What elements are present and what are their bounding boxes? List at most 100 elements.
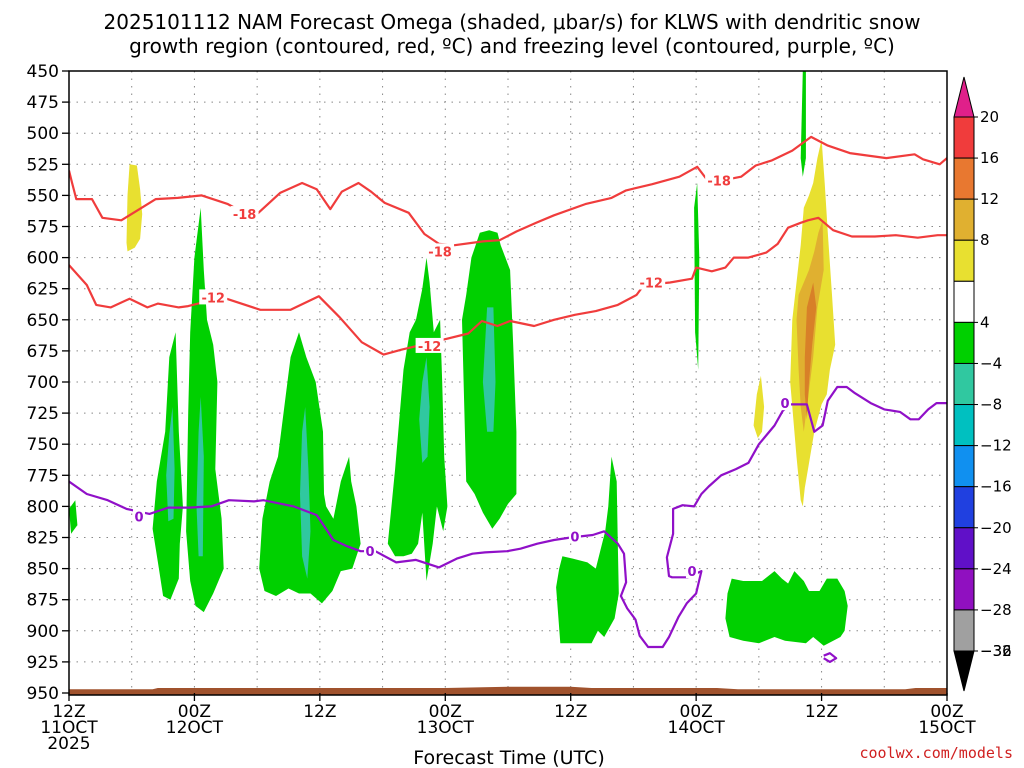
x-tick-label: 00Z: [429, 702, 462, 722]
omega-region-ascent-c: [259, 332, 361, 604]
contour-label-bg: [705, 172, 734, 188]
contour-freezing-0-small: [823, 652, 838, 664]
x-axis-label: Forecast Time (UTC): [413, 747, 604, 768]
chart-title-line1: 2025101112 NAM Forecast Omega (shaded, μ…: [104, 10, 921, 34]
x-tick-label: 11OCT: [40, 718, 98, 738]
contour-freezing-0: [69, 385, 947, 649]
contour-labels: -18 -18 -18 -12 -12 -12 0 0 0 0 0: [133, 172, 791, 580]
omega-region-ascent-d-core: [419, 357, 430, 463]
y-tick-label: 800: [27, 497, 59, 517]
colorbar-bin: [953, 404, 975, 447]
x-tick-label: 00Z: [178, 702, 211, 722]
colorbar-bin: [953, 321, 975, 364]
y-tick-label: 650: [27, 311, 59, 331]
colorbar-label: 4: [980, 313, 990, 331]
omega-region-ascent-early: [69, 500, 78, 534]
x-tick-label: 12Z: [303, 702, 336, 722]
x-tick-label: 12Z: [805, 702, 838, 722]
y-tick-label: 850: [27, 560, 59, 580]
omega-region-ascent-spike: [694, 183, 700, 370]
omega-region-descent-upper: [126, 164, 143, 252]
terrain: [69, 686, 947, 695]
contour-label-bg: [364, 543, 377, 559]
contour-label-bg: [778, 395, 791, 411]
contour-label-bg: [568, 528, 581, 544]
y-tick-label: 825: [27, 529, 59, 549]
colorbar-bin: [953, 362, 975, 406]
colorbar-label: 16: [980, 149, 999, 167]
colorbar-bin: [953, 198, 975, 241]
contour-label-freezing-0: 0: [570, 530, 579, 545]
contour-lines: [69, 135, 947, 664]
contour-label-dgz-minus12: -12: [418, 340, 442, 355]
x-tick-label: 12Z: [52, 702, 85, 722]
y-tick-label: 450: [27, 62, 59, 82]
contour-label-bg: [133, 508, 146, 524]
contour-label-dgz-minus12: -12: [201, 291, 225, 306]
colorbar-bin: [953, 116, 975, 159]
contour-label-freezing-0: 0: [366, 545, 375, 560]
colorbar-label: −12: [980, 437, 1012, 455]
colorbar-label: 8: [980, 231, 990, 249]
y-tick-label: 925: [27, 653, 59, 673]
colorbar-label: 12: [980, 190, 999, 208]
y-tick-label: 750: [27, 435, 59, 455]
contour-label-dgz-minus12: -12: [639, 276, 663, 291]
y-tick-label: 575: [27, 218, 59, 238]
y-tick-label: 500: [27, 124, 59, 144]
colorbar-label: 20: [980, 108, 999, 126]
colorbar-bin: [953, 527, 975, 570]
contour-label-dgz-minus18: -18: [707, 174, 731, 189]
omega-region-ascent-e-core: [482, 307, 496, 432]
y-tick-label: 900: [27, 622, 59, 642]
y-tick-label: 725: [27, 404, 59, 424]
colorbar-bin: [953, 280, 975, 323]
colorbar-bin: [953, 568, 975, 611]
y-tick-label: 950: [27, 684, 59, 704]
y-tick-label: 875: [27, 591, 59, 611]
x-tick-label: 12OCT: [166, 718, 224, 738]
contour-label-bg: [415, 337, 444, 353]
colorbar-label: −16: [980, 478, 1012, 496]
y-tick-label: 775: [27, 466, 59, 486]
contour-label-freezing-0: 0: [135, 510, 144, 525]
contour-label-freezing-0: 0: [780, 397, 789, 412]
colorbar-bin: [953, 239, 975, 282]
plot-frame: [68, 70, 948, 696]
colorbar-label: −20: [980, 519, 1012, 537]
omega-region-ascent-d: [387, 257, 448, 581]
y-tick-label: 700: [27, 373, 59, 393]
colorbar-bin: [953, 445, 975, 488]
omega-region-ascent-upper-thin: [800, 71, 806, 177]
terrain-ground: [69, 686, 947, 695]
omega-region-descent-mid: [753, 375, 765, 438]
omega-region-ascent-b-core: [196, 396, 204, 557]
y-tick-label: 475: [27, 93, 59, 113]
contour-dgz-minus18: [69, 135, 947, 247]
omega-region-ascent-g: [725, 571, 848, 646]
contour-dgz-minus12: [69, 216, 947, 356]
contour-label-freezing-0: 0: [687, 565, 696, 580]
x-tick-label: 13OCT: [417, 718, 475, 738]
omega-region-descent-peak: [804, 282, 817, 420]
colorbar-bin: [953, 609, 975, 652]
y-tick-label: 525: [27, 155, 59, 175]
omega-region-ascent-c-core: [300, 406, 311, 579]
y-axis-ticks: 450 475 500 525 550 575 600 625 650 675 700 725 750 7…: [27, 62, 69, 704]
x-tick-label: 00Z: [680, 702, 713, 722]
omega-region-ascent-b: [186, 207, 224, 613]
colorbar-top-extension: [953, 76, 975, 118]
colorbar-label: −28: [980, 601, 1012, 619]
colorbar-bottom-extension: [953, 650, 975, 692]
colorbar-label: −4: [980, 354, 1002, 372]
x-tick-label: 15OCT: [918, 718, 976, 738]
contour-label-bg: [199, 289, 228, 305]
contour-label-dgz-minus18: -18: [428, 245, 452, 260]
omega-region-ascent-f: [556, 456, 619, 644]
colorbar-bin: [953, 157, 975, 200]
colorbar-label: −24: [980, 560, 1012, 578]
contour-label-bg: [637, 274, 666, 290]
chart-title-line2: growth region (contoured, red, ºC) and f…: [129, 34, 895, 58]
